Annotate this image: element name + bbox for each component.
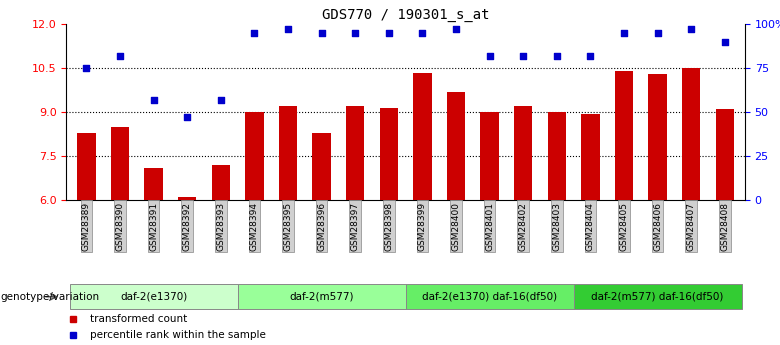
- Text: daf-2(m577): daf-2(m577): [289, 292, 354, 302]
- Text: GSM28396: GSM28396: [317, 202, 326, 251]
- Point: [147, 97, 160, 102]
- Text: GSM28393: GSM28393: [216, 202, 225, 251]
- Bar: [380, 108, 398, 200]
- Bar: [573, 284, 742, 309]
- Bar: [548, 112, 566, 200]
- Point: [114, 53, 126, 59]
- Point: [282, 27, 294, 32]
- Text: GSM28394: GSM28394: [250, 202, 259, 251]
- Text: GSM28404: GSM28404: [586, 202, 595, 250]
- Bar: [581, 114, 600, 200]
- Bar: [69, 284, 238, 309]
- Bar: [312, 132, 331, 200]
- Point: [584, 53, 597, 59]
- Bar: [178, 197, 197, 200]
- Text: transformed count: transformed count: [90, 314, 187, 324]
- Text: genotype/variation: genotype/variation: [1, 292, 100, 302]
- Bar: [413, 72, 431, 200]
- Text: GSM28399: GSM28399: [418, 202, 427, 251]
- Text: GSM28390: GSM28390: [115, 202, 125, 251]
- Point: [484, 53, 496, 59]
- Text: GSM28391: GSM28391: [149, 202, 158, 251]
- Point: [181, 115, 193, 120]
- Point: [248, 30, 261, 36]
- Point: [315, 30, 328, 36]
- Text: GSM28392: GSM28392: [183, 202, 192, 251]
- Text: GSM28405: GSM28405: [619, 202, 629, 251]
- Text: percentile rank within the sample: percentile rank within the sample: [90, 330, 266, 339]
- Bar: [480, 112, 499, 200]
- Point: [618, 30, 630, 36]
- Bar: [447, 92, 465, 200]
- Text: GSM28406: GSM28406: [653, 202, 662, 251]
- Bar: [278, 106, 297, 200]
- Point: [417, 30, 429, 36]
- Text: GSM28403: GSM28403: [552, 202, 562, 251]
- Point: [551, 53, 563, 59]
- Point: [215, 97, 227, 102]
- Text: daf-2(e1370): daf-2(e1370): [120, 292, 187, 302]
- Text: GSM28407: GSM28407: [686, 202, 696, 251]
- Bar: [238, 284, 406, 309]
- Text: GSM28395: GSM28395: [283, 202, 292, 251]
- Text: GSM28400: GSM28400: [452, 202, 460, 251]
- Title: GDS770 / 190301_s_at: GDS770 / 190301_s_at: [322, 8, 489, 22]
- Text: GSM28398: GSM28398: [385, 202, 393, 251]
- Point: [450, 27, 463, 32]
- Point: [382, 30, 395, 36]
- Bar: [682, 68, 700, 200]
- Bar: [514, 106, 533, 200]
- Bar: [615, 71, 633, 200]
- Bar: [111, 127, 129, 200]
- Bar: [346, 106, 364, 200]
- Text: GSM28408: GSM28408: [720, 202, 729, 251]
- Bar: [211, 165, 230, 200]
- Text: GSM28402: GSM28402: [519, 202, 528, 250]
- Text: daf-2(e1370) daf-16(df50): daf-2(e1370) daf-16(df50): [422, 292, 557, 302]
- Bar: [406, 284, 573, 309]
- Point: [718, 39, 731, 45]
- Point: [80, 66, 93, 71]
- Point: [651, 30, 664, 36]
- Point: [517, 53, 530, 59]
- Bar: [77, 132, 96, 200]
- Bar: [144, 168, 163, 200]
- Text: GSM28389: GSM28389: [82, 202, 91, 251]
- Point: [685, 27, 697, 32]
- Text: GSM28401: GSM28401: [485, 202, 494, 251]
- Bar: [245, 112, 264, 200]
- Bar: [715, 109, 734, 200]
- Bar: [648, 74, 667, 200]
- Text: daf-2(m577) daf-16(df50): daf-2(m577) daf-16(df50): [591, 292, 724, 302]
- Text: GSM28397: GSM28397: [351, 202, 360, 251]
- Point: [349, 30, 361, 36]
